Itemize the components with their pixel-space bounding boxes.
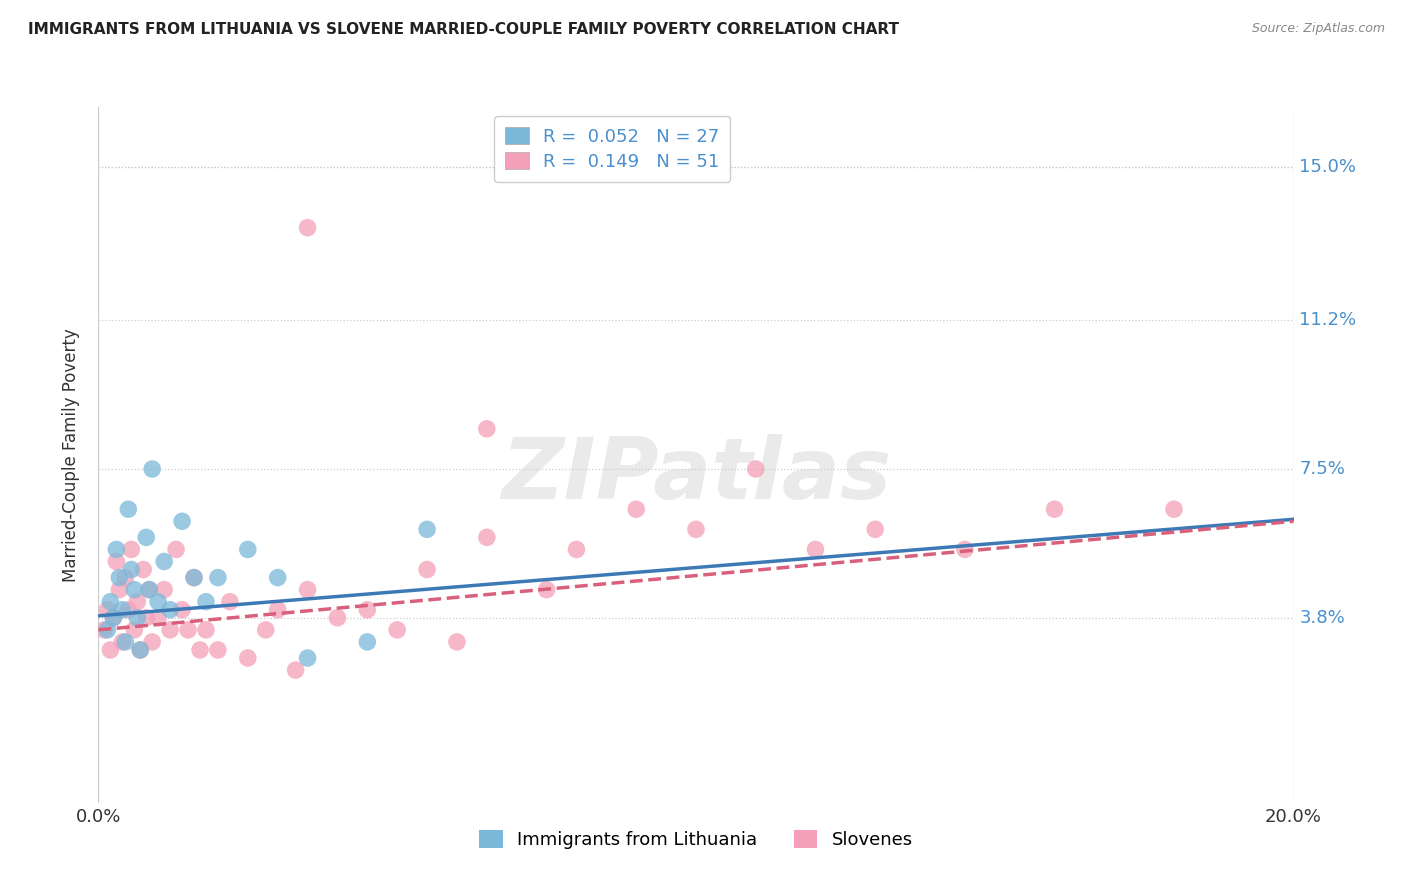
Point	[96, 603, 118, 617]
Text: ZIPatlas: ZIPatlas	[501, 434, 891, 517]
Point	[254, 623, 277, 637]
Text: 3.8%: 3.8%	[1299, 609, 1346, 627]
Point	[120, 542, 142, 557]
Point	[446, 635, 468, 649]
Point	[98, 643, 122, 657]
Point	[105, 554, 128, 568]
Point	[111, 603, 134, 617]
Point	[96, 623, 118, 637]
Point	[207, 571, 229, 585]
Point	[135, 611, 157, 625]
Point	[117, 502, 139, 516]
Point	[172, 603, 194, 617]
Point	[356, 603, 378, 617]
Point	[108, 582, 131, 597]
Point	[183, 571, 205, 585]
Point	[297, 220, 319, 235]
Point	[475, 422, 498, 436]
Point	[172, 514, 194, 528]
Point	[953, 542, 976, 557]
Point	[114, 571, 136, 585]
Point	[416, 522, 439, 536]
Point	[536, 582, 558, 597]
Point	[141, 635, 163, 649]
Point	[745, 462, 768, 476]
Point	[98, 595, 122, 609]
Point	[120, 562, 142, 576]
Point	[219, 595, 242, 609]
Point	[195, 623, 218, 637]
Text: IMMIGRANTS FROM LITHUANIA VS SLOVENE MARRIED-COUPLE FAMILY POVERTY CORRELATION C: IMMIGRANTS FROM LITHUANIA VS SLOVENE MAR…	[28, 22, 898, 37]
Text: 15.0%: 15.0%	[1299, 159, 1357, 177]
Point	[108, 571, 131, 585]
Point	[267, 571, 290, 585]
Point	[236, 651, 259, 665]
Point	[129, 643, 152, 657]
Point	[865, 522, 887, 536]
Point	[804, 542, 827, 557]
Point	[124, 582, 146, 597]
Point	[626, 502, 648, 516]
Point	[356, 635, 378, 649]
Point	[565, 542, 588, 557]
Point	[141, 462, 163, 476]
Point	[127, 595, 149, 609]
Point	[267, 603, 290, 617]
Point	[236, 542, 259, 557]
Point	[138, 582, 160, 597]
Point	[385, 623, 409, 637]
Point	[127, 611, 149, 625]
Text: 7.5%: 7.5%	[1299, 460, 1346, 478]
Point	[117, 603, 139, 617]
Point	[685, 522, 707, 536]
Point	[105, 542, 128, 557]
Point	[188, 643, 211, 657]
Point	[165, 542, 187, 557]
Point	[129, 643, 152, 657]
Point	[1043, 502, 1066, 516]
Point	[111, 635, 134, 649]
Text: 11.2%: 11.2%	[1299, 311, 1357, 329]
Point	[159, 623, 181, 637]
Point	[326, 611, 349, 625]
Point	[148, 595, 170, 609]
Point	[135, 530, 157, 544]
Text: Source: ZipAtlas.com: Source: ZipAtlas.com	[1251, 22, 1385, 36]
Point	[207, 643, 229, 657]
Point	[148, 611, 170, 625]
Legend: Immigrants from Lithuania, Slovenes: Immigrants from Lithuania, Slovenes	[472, 823, 920, 856]
Point	[195, 595, 218, 609]
Point	[284, 663, 307, 677]
Point	[416, 562, 439, 576]
Point	[132, 562, 155, 576]
Point	[93, 623, 115, 637]
Point	[103, 611, 125, 625]
Point	[297, 651, 319, 665]
Point	[124, 623, 146, 637]
Point	[153, 554, 176, 568]
Point	[103, 611, 125, 625]
Point	[114, 635, 136, 649]
Y-axis label: Married-Couple Family Poverty: Married-Couple Family Poverty	[62, 328, 80, 582]
Point	[297, 582, 319, 597]
Point	[138, 582, 160, 597]
Point	[153, 582, 176, 597]
Point	[183, 571, 205, 585]
Point	[159, 603, 181, 617]
Point	[1163, 502, 1185, 516]
Point	[475, 530, 498, 544]
Point	[177, 623, 200, 637]
